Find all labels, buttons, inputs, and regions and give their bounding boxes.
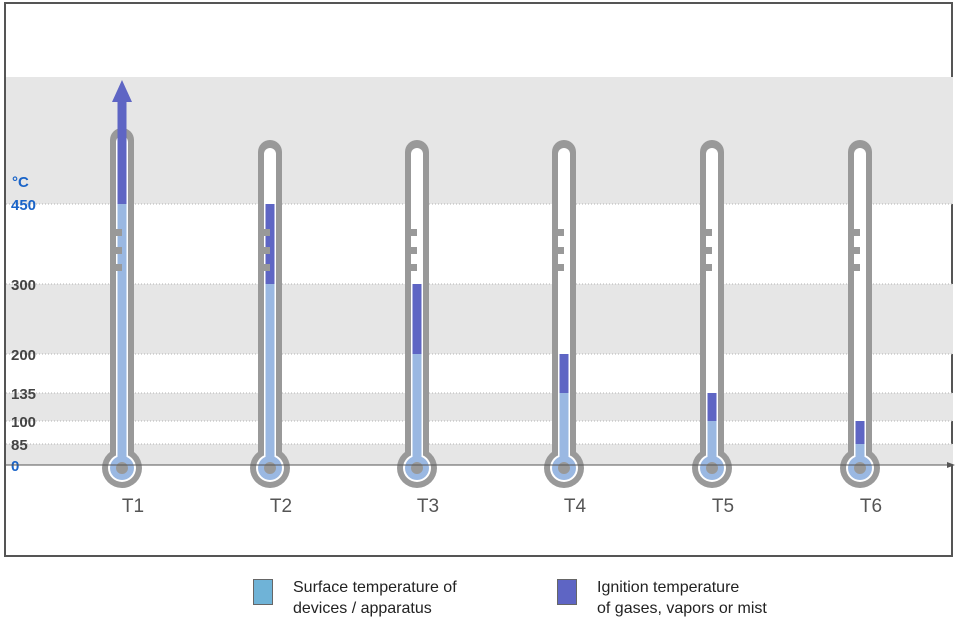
category-label-T1: T1: [122, 496, 144, 517]
y-tick-label-100: 100: [11, 414, 36, 431]
bulb-center-T5: [706, 462, 718, 474]
thermometer-notch-T6-1: [851, 229, 860, 236]
bulb-center-T4: [558, 462, 570, 474]
y-tick-label-450: 450: [11, 197, 36, 214]
surface-temp-bar-T1: [117, 204, 127, 468]
thermometer-notch-T3-3: [408, 264, 417, 271]
background-band-1: [6, 77, 953, 204]
thermometer-notch-T2-3: [261, 264, 270, 271]
thermometer-notch-T4-3: [555, 264, 564, 271]
y-tick-label-0: 0: [11, 458, 19, 475]
thermometer-notch-T1-1: [113, 229, 122, 236]
category-label-T2: T2: [270, 496, 292, 517]
thermometer-T6: [840, 140, 880, 488]
x-axis-category-labels: T1 T2 T3 T4 T5 T6: [122, 496, 882, 517]
thermometer-T1: [102, 80, 142, 488]
y-axis-unit-label: °C: [12, 174, 29, 191]
thermometer-T3: [397, 140, 437, 488]
category-label-T5: T5: [712, 496, 734, 517]
chart-frame: [4, 2, 953, 557]
thermometer-notch-T2-2: [261, 247, 270, 254]
x-axis-arrow: [947, 462, 955, 468]
ignition-range-bar-T1: [117, 100, 127, 204]
thermometer-notch-T4-1: [555, 229, 564, 236]
legend-surface-line2: devices / apparatus: [293, 600, 432, 617]
surface-temp-bar-T3: [412, 354, 422, 468]
thermometer-T2: [250, 140, 290, 488]
legend-ignition-line2: of gases, vapors or mist: [597, 600, 767, 617]
category-label-T3: T3: [417, 496, 439, 517]
y-axis-ticks: 0 85 100 135 200 300 450: [6, 197, 953, 475]
thermometer-notch-T5-3: [703, 264, 712, 271]
background-bands: [6, 77, 953, 465]
category-label-T6: T6: [860, 496, 882, 517]
thermometer-T4: [544, 140, 584, 488]
ignition-range-bar-T6: [855, 421, 865, 444]
thermometer-notch-T4-2: [555, 247, 564, 254]
y-tick-label-135: 135: [11, 386, 36, 403]
legend-item-ignition: Ignition temperature of gases, vapors or…: [557, 577, 767, 619]
ignition-range-bar-T3: [412, 284, 422, 354]
category-label-T4: T4: [564, 496, 587, 517]
legend-label-surface: Surface temperature of devices / apparat…: [293, 577, 457, 619]
legend-item-surface: Surface temperature of devices / apparat…: [253, 577, 457, 619]
thermometer-notch-T1-3: [113, 264, 122, 271]
x-axis: [6, 462, 955, 468]
thermometer-notch-T1-2: [113, 247, 122, 254]
surface-temp-bar-T2: [265, 284, 275, 468]
legend-ignition-line1: Ignition temperature: [597, 579, 740, 596]
thermometer-T5: [692, 140, 732, 488]
ignition-range-bar-T4: [559, 354, 569, 393]
thermometer-notch-T6-3: [851, 264, 860, 271]
background-band-3: [6, 393, 953, 421]
y-tick-label-200: 200: [11, 347, 36, 364]
thermometer-channel-T5: [706, 148, 718, 468]
surface-temp-bar-T5: [707, 421, 717, 468]
thermometer-notch-T2-1: [261, 229, 270, 236]
legend-swatch-surface: [253, 579, 273, 605]
legend-swatch-ignition: [557, 579, 577, 605]
ignition-open-arrow-T1: [112, 80, 132, 102]
bulb-center-T3: [411, 462, 423, 474]
thermometer-notch-T3-2: [408, 247, 417, 254]
thermometer-notch-T3-1: [408, 229, 417, 236]
thermometer-notch-T5-2: [703, 247, 712, 254]
legend-surface-line1: Surface temperature of: [293, 579, 457, 596]
bulb-center-T6: [854, 462, 866, 474]
thermometer-notch-T6-2: [851, 247, 860, 254]
thermometer-notch-T5-1: [703, 229, 712, 236]
background-band-2: [6, 284, 953, 354]
bulb-center-T1: [116, 462, 128, 474]
y-tick-label-300: 300: [11, 277, 36, 294]
thermometers: [102, 80, 880, 488]
legend-label-ignition: Ignition temperature of gases, vapors or…: [597, 577, 767, 619]
thermometer-channel-T6: [854, 148, 866, 468]
y-tick-label-85: 85: [11, 437, 28, 454]
background-band-4: [6, 444, 953, 465]
surface-temp-bar-T4: [559, 393, 569, 468]
bulb-center-T2: [264, 462, 276, 474]
ignition-range-bar-T5: [707, 393, 717, 421]
ignition-range-bar-T2: [265, 204, 275, 284]
